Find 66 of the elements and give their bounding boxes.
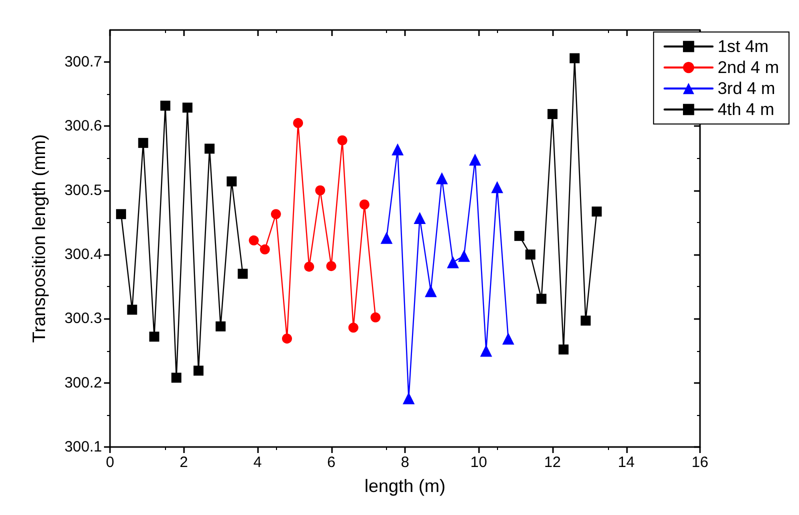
point — [348, 322, 358, 333]
y-axis-title: Transposition length (mm) — [29, 134, 49, 343]
y-tick-label: 300.7 — [64, 54, 102, 71]
x-tick-label: 6 — [327, 454, 336, 471]
point — [304, 262, 314, 272]
point — [592, 206, 602, 217]
point — [116, 209, 126, 220]
legend-label: 2nd 4 m — [718, 58, 780, 77]
x-tick-label: 0 — [106, 454, 114, 471]
point — [558, 344, 569, 354]
point — [548, 109, 558, 120]
x-tick-label: 10 — [470, 454, 488, 471]
point — [536, 294, 546, 304]
point — [171, 372, 182, 383]
point — [149, 332, 160, 342]
point — [238, 268, 248, 279]
y-tick-label: 300.5 — [64, 182, 102, 199]
y-tick-label: 300.2 — [64, 374, 102, 392]
point — [514, 230, 524, 241]
point — [392, 143, 404, 156]
y-tick-label: 300.4 — [64, 246, 102, 264]
point — [270, 209, 281, 220]
point — [282, 334, 292, 344]
point — [138, 138, 148, 148]
point — [525, 250, 536, 260]
point — [469, 154, 482, 166]
point — [337, 135, 348, 146]
point — [480, 344, 492, 357]
point — [160, 100, 170, 111]
y-tick-label: 300.3 — [64, 310, 102, 328]
legend-label: 3rd 4 m — [718, 79, 776, 98]
point — [414, 212, 426, 224]
x-tick-label: 16 — [692, 454, 708, 471]
y-tick-label: 300.1 — [64, 438, 102, 456]
point — [204, 144, 215, 154]
point — [502, 332, 514, 345]
point — [458, 250, 470, 262]
point — [402, 392, 415, 404]
point — [491, 181, 504, 194]
point — [570, 53, 580, 64]
x-axis-title: length (m) — [364, 476, 446, 496]
x-tick-label: 14 — [618, 454, 635, 471]
point — [370, 312, 380, 322]
point — [436, 172, 448, 184]
point — [182, 102, 192, 113]
point — [580, 316, 591, 326]
y-tick-label: 300.6 — [64, 118, 102, 135]
point — [194, 366, 204, 376]
point — [248, 235, 259, 246]
point — [446, 256, 459, 268]
point — [260, 244, 270, 254]
point — [359, 200, 370, 210]
x-tick-label: 12 — [544, 454, 561, 471]
point — [326, 261, 336, 272]
x-tick-label: 4 — [253, 454, 262, 471]
legend-label: 1st 4m — [718, 37, 769, 56]
point — [226, 176, 237, 186]
point — [293, 118, 304, 128]
point — [216, 321, 226, 332]
point — [315, 185, 326, 196]
legend-label: 4th 4 m — [718, 100, 774, 119]
point — [380, 232, 393, 244]
point — [424, 285, 437, 298]
point — [127, 304, 138, 315]
x-tick-label: 8 — [400, 454, 410, 471]
x-tick-label: 2 — [180, 454, 188, 471]
